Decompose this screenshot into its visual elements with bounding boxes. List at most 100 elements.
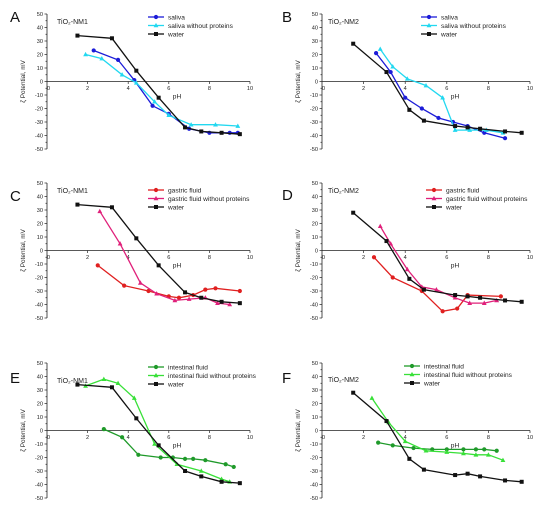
data-point [120, 435, 125, 440]
x-axis-label: pH [451, 263, 460, 270]
panel-letter: D [282, 187, 293, 204]
panel-letter: A [10, 9, 20, 26]
x-tick-label: 6 [445, 86, 448, 92]
data-point [500, 457, 506, 462]
y-tick-label: -50 [310, 316, 318, 322]
y-tick-label: 30 [37, 388, 43, 394]
data-point [390, 64, 396, 69]
legend-label: saliva [441, 14, 458, 21]
panel-a: A TiO₂-NM1 -50 -40 -30 -20 -10 0 10 20 30 40 50 2 4 6 8 1… [10, 9, 253, 153]
y-axis-label: ζ Potential, mV [295, 59, 302, 102]
y-axis-label: ζ Potential, mV [295, 228, 302, 271]
data-point [154, 205, 158, 209]
y-tick-label: 20 [37, 53, 43, 59]
data-point [101, 427, 106, 432]
series-0 [91, 48, 240, 135]
data-point [122, 283, 127, 288]
series-1 [83, 376, 233, 484]
data-point [351, 210, 356, 215]
data-point [502, 136, 508, 141]
data-point [117, 241, 123, 246]
x-tick-label: 8 [487, 435, 490, 441]
data-point [444, 447, 449, 452]
data-point [203, 458, 208, 463]
data-point [219, 130, 224, 135]
series-2 [75, 382, 242, 486]
x-tick-label: 2 [86, 255, 89, 261]
y-tick-label: 50 [37, 12, 43, 18]
data-point [156, 95, 161, 100]
y-tick-label: 10 [312, 235, 318, 241]
data-point [215, 300, 220, 305]
data-point [426, 14, 432, 20]
data-point [423, 82, 429, 88]
data-point [519, 299, 524, 304]
data-point [403, 95, 408, 100]
panel-letter: B [282, 9, 292, 26]
y-tick-label: 10 [312, 66, 318, 72]
x-axis-label: pH [173, 94, 182, 101]
series-2 [75, 202, 242, 306]
data-point [237, 288, 242, 294]
y-tick-label: 40 [312, 375, 318, 381]
legend: intestinal fluid intestinal fluid without… [404, 363, 513, 387]
series-2 [351, 41, 524, 135]
y-tick-label: -50 [310, 496, 318, 502]
data-point [473, 452, 479, 457]
data-point [235, 123, 241, 128]
data-point [115, 380, 121, 386]
x-tick-label: 4 [404, 255, 407, 261]
data-point [407, 107, 412, 112]
data-point [384, 419, 389, 424]
data-point [199, 474, 204, 479]
data-point [411, 445, 416, 451]
data-point [377, 223, 383, 228]
data-point [153, 372, 159, 378]
data-point [198, 468, 204, 473]
series-0 [101, 427, 236, 470]
legend-label: intestinal fluid without proteins [424, 372, 513, 379]
data-point [119, 72, 125, 77]
data-point [134, 236, 139, 241]
data-point [486, 452, 491, 457]
legend-label: gastric fluid [168, 187, 202, 194]
data-point [455, 306, 460, 311]
data-point [150, 103, 155, 108]
y-tick-label: 40 [37, 195, 43, 201]
data-point [183, 469, 188, 473]
x-tick-label: 0 [322, 255, 325, 261]
x-tick-label: 4 [404, 435, 407, 441]
x-tick-label: 8 [208, 86, 211, 92]
series-1 [97, 208, 233, 307]
data-point [498, 294, 503, 299]
legend-label: intestinal fluid without proteins [168, 373, 257, 380]
panel-letter: F [282, 370, 291, 387]
data-point [203, 287, 208, 292]
data-point [97, 208, 103, 214]
y-tick-label: 0 [315, 80, 318, 86]
panel-title: TiO₂-NM1 [57, 19, 88, 26]
data-point [426, 22, 432, 28]
data-point [500, 130, 506, 135]
data-point [237, 132, 242, 137]
data-point [188, 122, 194, 127]
data-point [101, 376, 107, 381]
data-point [388, 69, 393, 75]
data-point [152, 441, 157, 446]
y-tick-label: 40 [312, 195, 318, 201]
y-tick-label: -50 [35, 496, 43, 502]
data-point [166, 112, 172, 118]
y-tick-label: 50 [312, 12, 318, 18]
data-point [176, 295, 182, 300]
data-point [404, 266, 410, 272]
x-axis-label: pH [451, 443, 460, 450]
x-tick-label: 6 [167, 255, 170, 261]
data-point [137, 280, 143, 285]
series-0 [95, 263, 242, 300]
y-tick-label: 20 [37, 402, 43, 408]
x-tick-label: 10 [527, 435, 533, 441]
y-tick-label: -10 [35, 442, 43, 448]
panel-title: TiO₂-NM1 [57, 378, 88, 385]
legend-label: gastric fluid without proteins [168, 196, 250, 203]
